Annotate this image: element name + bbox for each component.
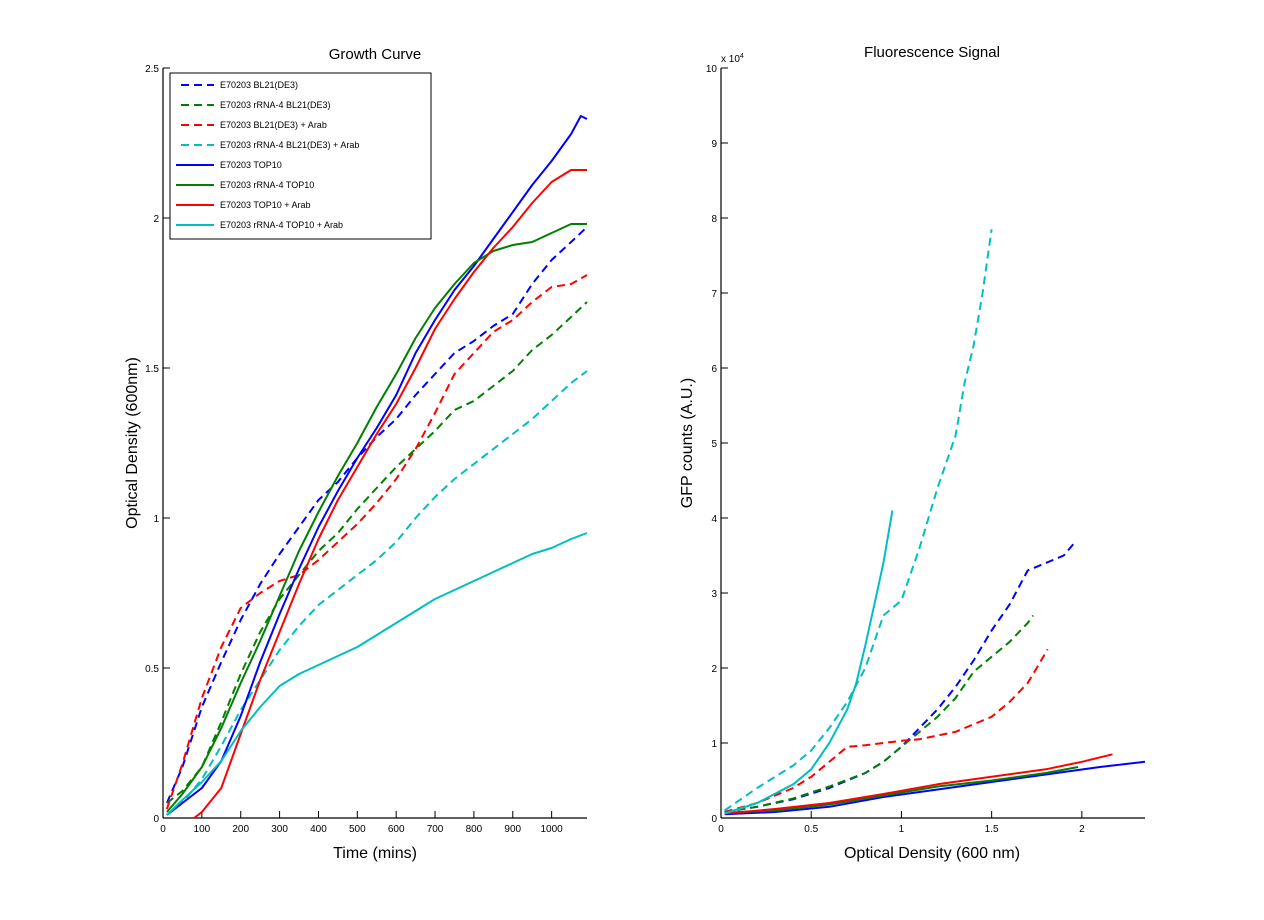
y-tick-label: 2.5 xyxy=(145,64,159,75)
y-tick-label: 4 xyxy=(711,514,717,525)
series-line xyxy=(724,760,1146,816)
x-tick-label: 2 xyxy=(1079,824,1085,835)
y-tick-label: 5 xyxy=(711,439,717,450)
legend-box xyxy=(169,72,432,240)
series-line xyxy=(165,274,588,810)
y-tick-label: 10 xyxy=(706,64,718,75)
growth-curve-lines xyxy=(165,115,588,819)
legend-label: E70203 rRNA-4 BL21(DE3) + Arab xyxy=(220,140,359,150)
x-tick-label: 800 xyxy=(466,824,483,835)
series-line xyxy=(166,223,587,813)
y-tick-label: 0 xyxy=(711,814,717,825)
fluorescence-xlabel: Optical Density (600 nm) xyxy=(844,845,1020,862)
fluorescence-y-multiplier: x 104 xyxy=(721,53,744,65)
x-tick-label: 300 xyxy=(271,824,288,835)
fluorescence-ticks: 0 0.5 1 1.5 2 0 1 2 3 4 5 6 7 8 9 10 xyxy=(706,64,1145,835)
y-tick-label: 8 xyxy=(711,214,717,225)
x-tick-label: 200 xyxy=(232,824,249,835)
growth-curve-axes: Growth Curve Time (mins) Optical Density… xyxy=(124,46,588,862)
y-tick-label: 6 xyxy=(711,364,717,375)
series-line xyxy=(166,301,588,804)
y-tick-label: 2 xyxy=(153,214,159,225)
legend-label: E70203 TOP10 + Arab xyxy=(220,200,311,210)
series-line xyxy=(724,753,1113,815)
x-tick-label: 1000 xyxy=(541,824,564,835)
y-tick-label: 1 xyxy=(711,739,717,750)
x-tick-label: 0.5 xyxy=(804,824,818,835)
x-tick-label: 1 xyxy=(899,824,905,835)
growth-curve-xlabel: Time (mins) xyxy=(333,845,417,862)
x-tick-label: 600 xyxy=(388,824,405,835)
x-tick-label: 0 xyxy=(160,824,166,835)
y-tick-label: 0 xyxy=(153,814,159,825)
x-tick-label: 900 xyxy=(504,824,521,835)
y-tick-label: 0.5 xyxy=(145,664,159,675)
series-line xyxy=(724,539,1078,813)
y-tick-label: 1.5 xyxy=(145,364,159,375)
series-line xyxy=(724,229,993,812)
x-tick-label: 1.5 xyxy=(985,824,999,835)
fluorescence-lines xyxy=(724,229,1146,816)
y-tick-label: 1 xyxy=(153,514,159,525)
x-tick-label: 500 xyxy=(349,824,366,835)
x-tick-label: 100 xyxy=(194,824,211,835)
y-tick-label: 2 xyxy=(711,664,717,675)
fluorescence-ylabel: GFP counts (A.U.) xyxy=(679,378,696,508)
x-tick-label: 0 xyxy=(718,824,724,835)
growth-curve-ylabel: Optical Density (600nm) xyxy=(124,357,141,529)
y-tick-label: 9 xyxy=(711,139,717,150)
legend-label: E70203 TOP10 xyxy=(220,160,282,170)
growth-curve-ticks: 0 100 200 300 400 500 600 700 800 900 1000 0 0.5 1 1.5… xyxy=(145,64,587,835)
series-line xyxy=(166,532,588,816)
series-line xyxy=(724,648,1049,813)
fluorescence-axes: Fluorescence Signal Optical Density (600… xyxy=(679,44,1146,862)
growth-curve-title: Growth Curve xyxy=(329,46,422,63)
x-tick-label: 700 xyxy=(427,824,444,835)
legend-label: E70203 BL21(DE3) + Arab xyxy=(220,120,327,130)
series-line xyxy=(724,614,1034,813)
series-line xyxy=(193,169,587,819)
legend-label: E70203 rRNA-4 BL21(DE3) xyxy=(220,100,331,110)
fluorescence-title: Fluorescence Signal xyxy=(864,44,1000,61)
series-line xyxy=(724,766,1079,814)
legend-label: E70203 rRNA-4 TOP10 + Arab xyxy=(220,220,343,230)
legend-label: E70203 rRNA-4 TOP10 xyxy=(220,180,314,190)
legend-label: E70203 BL21(DE3) xyxy=(220,80,298,90)
series-line xyxy=(166,115,588,816)
y-tick-label: 3 xyxy=(711,589,717,600)
series-line xyxy=(724,510,894,815)
growth-curve-legend: E70203 BL21(DE3) E70203 rRNA-4 BL21(DE3) E… xyxy=(169,72,432,240)
series-line xyxy=(165,226,588,804)
x-tick-label: 400 xyxy=(310,824,327,835)
y-tick-label: 7 xyxy=(711,289,717,300)
